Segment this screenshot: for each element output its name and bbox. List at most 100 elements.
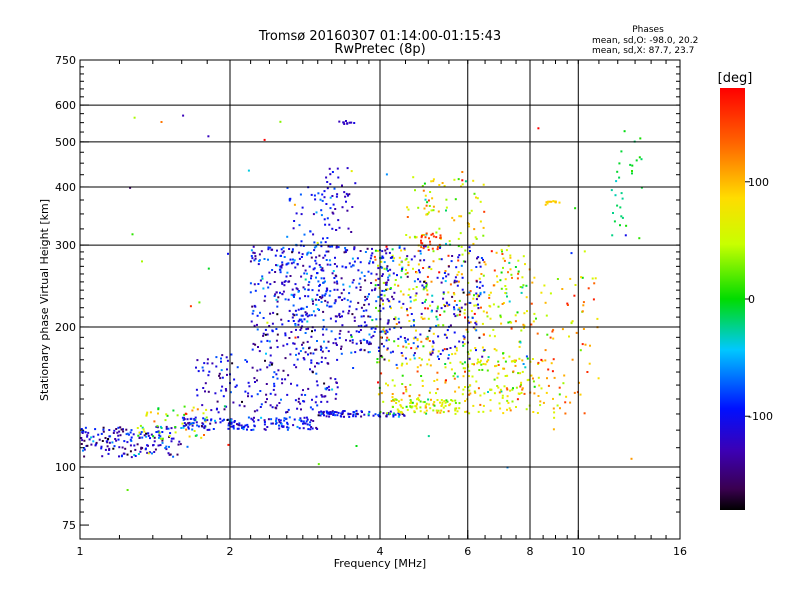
echo-point <box>275 417 278 420</box>
echo-point <box>301 206 304 209</box>
echo-point <box>439 353 442 355</box>
echo-point <box>425 282 428 285</box>
echo-point <box>422 267 425 269</box>
echo-point <box>155 431 158 433</box>
echo-point <box>267 258 269 261</box>
echo-point <box>274 254 277 257</box>
echo-point <box>293 296 295 298</box>
echo-point <box>178 440 181 443</box>
echo-point <box>325 410 328 413</box>
echo-point <box>269 346 272 349</box>
echo-point <box>438 258 441 261</box>
echo-point <box>190 417 193 420</box>
colorbar-label: [deg] <box>718 71 753 86</box>
echo-point <box>520 381 523 384</box>
echo-point <box>297 397 300 400</box>
echo-point <box>453 281 456 284</box>
echo-point <box>253 416 255 419</box>
echo-point <box>405 388 408 391</box>
echo-point <box>260 250 263 253</box>
echo-point <box>497 360 500 363</box>
echo-point <box>357 325 360 328</box>
echo-point <box>254 381 256 383</box>
echo-point <box>273 281 276 283</box>
echo-point <box>353 260 356 263</box>
echo-point <box>341 206 344 209</box>
echo-point <box>297 290 300 293</box>
echo-point <box>351 206 354 208</box>
echo-point <box>425 283 428 286</box>
echo-point <box>342 410 345 412</box>
echo-point <box>404 386 407 388</box>
echo-point <box>596 317 599 320</box>
echo-point <box>404 357 407 360</box>
echo-point <box>444 280 447 283</box>
echo-point <box>328 294 331 297</box>
echo-point <box>381 289 384 292</box>
echo-point <box>351 339 354 342</box>
echo-point <box>335 315 338 318</box>
echo-point <box>540 387 543 390</box>
echo-point <box>250 255 253 257</box>
echo-point <box>516 277 519 280</box>
echo-point <box>478 286 481 289</box>
echo-point <box>114 438 117 440</box>
echo-point <box>266 333 269 336</box>
echo-point <box>369 315 372 318</box>
echo-point <box>435 315 438 318</box>
echo-point <box>220 369 223 372</box>
echo-point <box>397 400 400 403</box>
echo-point <box>435 231 438 234</box>
echo-point <box>478 277 481 280</box>
echo-point <box>468 369 471 372</box>
echo-point <box>335 245 338 248</box>
echo-point <box>312 352 315 355</box>
echo-point <box>351 257 354 260</box>
echo-point <box>507 271 509 274</box>
echo-point <box>394 279 397 281</box>
echo-point <box>445 209 447 212</box>
echo-point <box>475 266 478 268</box>
echo-point <box>290 382 292 385</box>
echo-point <box>451 295 454 298</box>
echo-point <box>315 211 318 214</box>
echo-point <box>357 301 360 304</box>
echo-point <box>350 231 353 233</box>
echo-point <box>95 443 98 446</box>
echo-point <box>304 311 307 314</box>
echo-point <box>341 411 344 414</box>
echo-point <box>360 415 363 418</box>
echo-point <box>425 204 428 207</box>
echo-point <box>275 291 278 294</box>
echo-point <box>428 340 431 342</box>
echo-point <box>372 261 374 264</box>
echo-point <box>299 417 302 420</box>
echo-point <box>436 307 439 310</box>
echo-point <box>271 322 274 325</box>
echo-point <box>312 213 315 216</box>
echo-point <box>348 309 351 312</box>
echo-point <box>471 375 474 378</box>
echo-point <box>338 332 341 335</box>
echo-point <box>202 369 205 372</box>
echo-point <box>341 184 343 187</box>
echo-point <box>294 266 297 269</box>
echo-point <box>156 425 159 428</box>
echo-point <box>378 350 381 352</box>
echo-point <box>453 308 456 311</box>
echo-point <box>443 185 446 187</box>
echo-point <box>392 406 394 408</box>
echo-point <box>244 390 247 393</box>
echo-point <box>370 272 373 275</box>
echo-point <box>276 300 279 303</box>
echo-point <box>269 354 272 357</box>
echo-point <box>458 299 461 302</box>
echo-point <box>409 300 412 303</box>
echo-point <box>442 324 445 327</box>
echo-point <box>400 405 403 408</box>
echo-point <box>426 293 429 296</box>
echo-point <box>322 333 325 336</box>
echo-point <box>196 408 199 411</box>
echo-point <box>334 315 337 318</box>
echo-point <box>417 278 419 281</box>
